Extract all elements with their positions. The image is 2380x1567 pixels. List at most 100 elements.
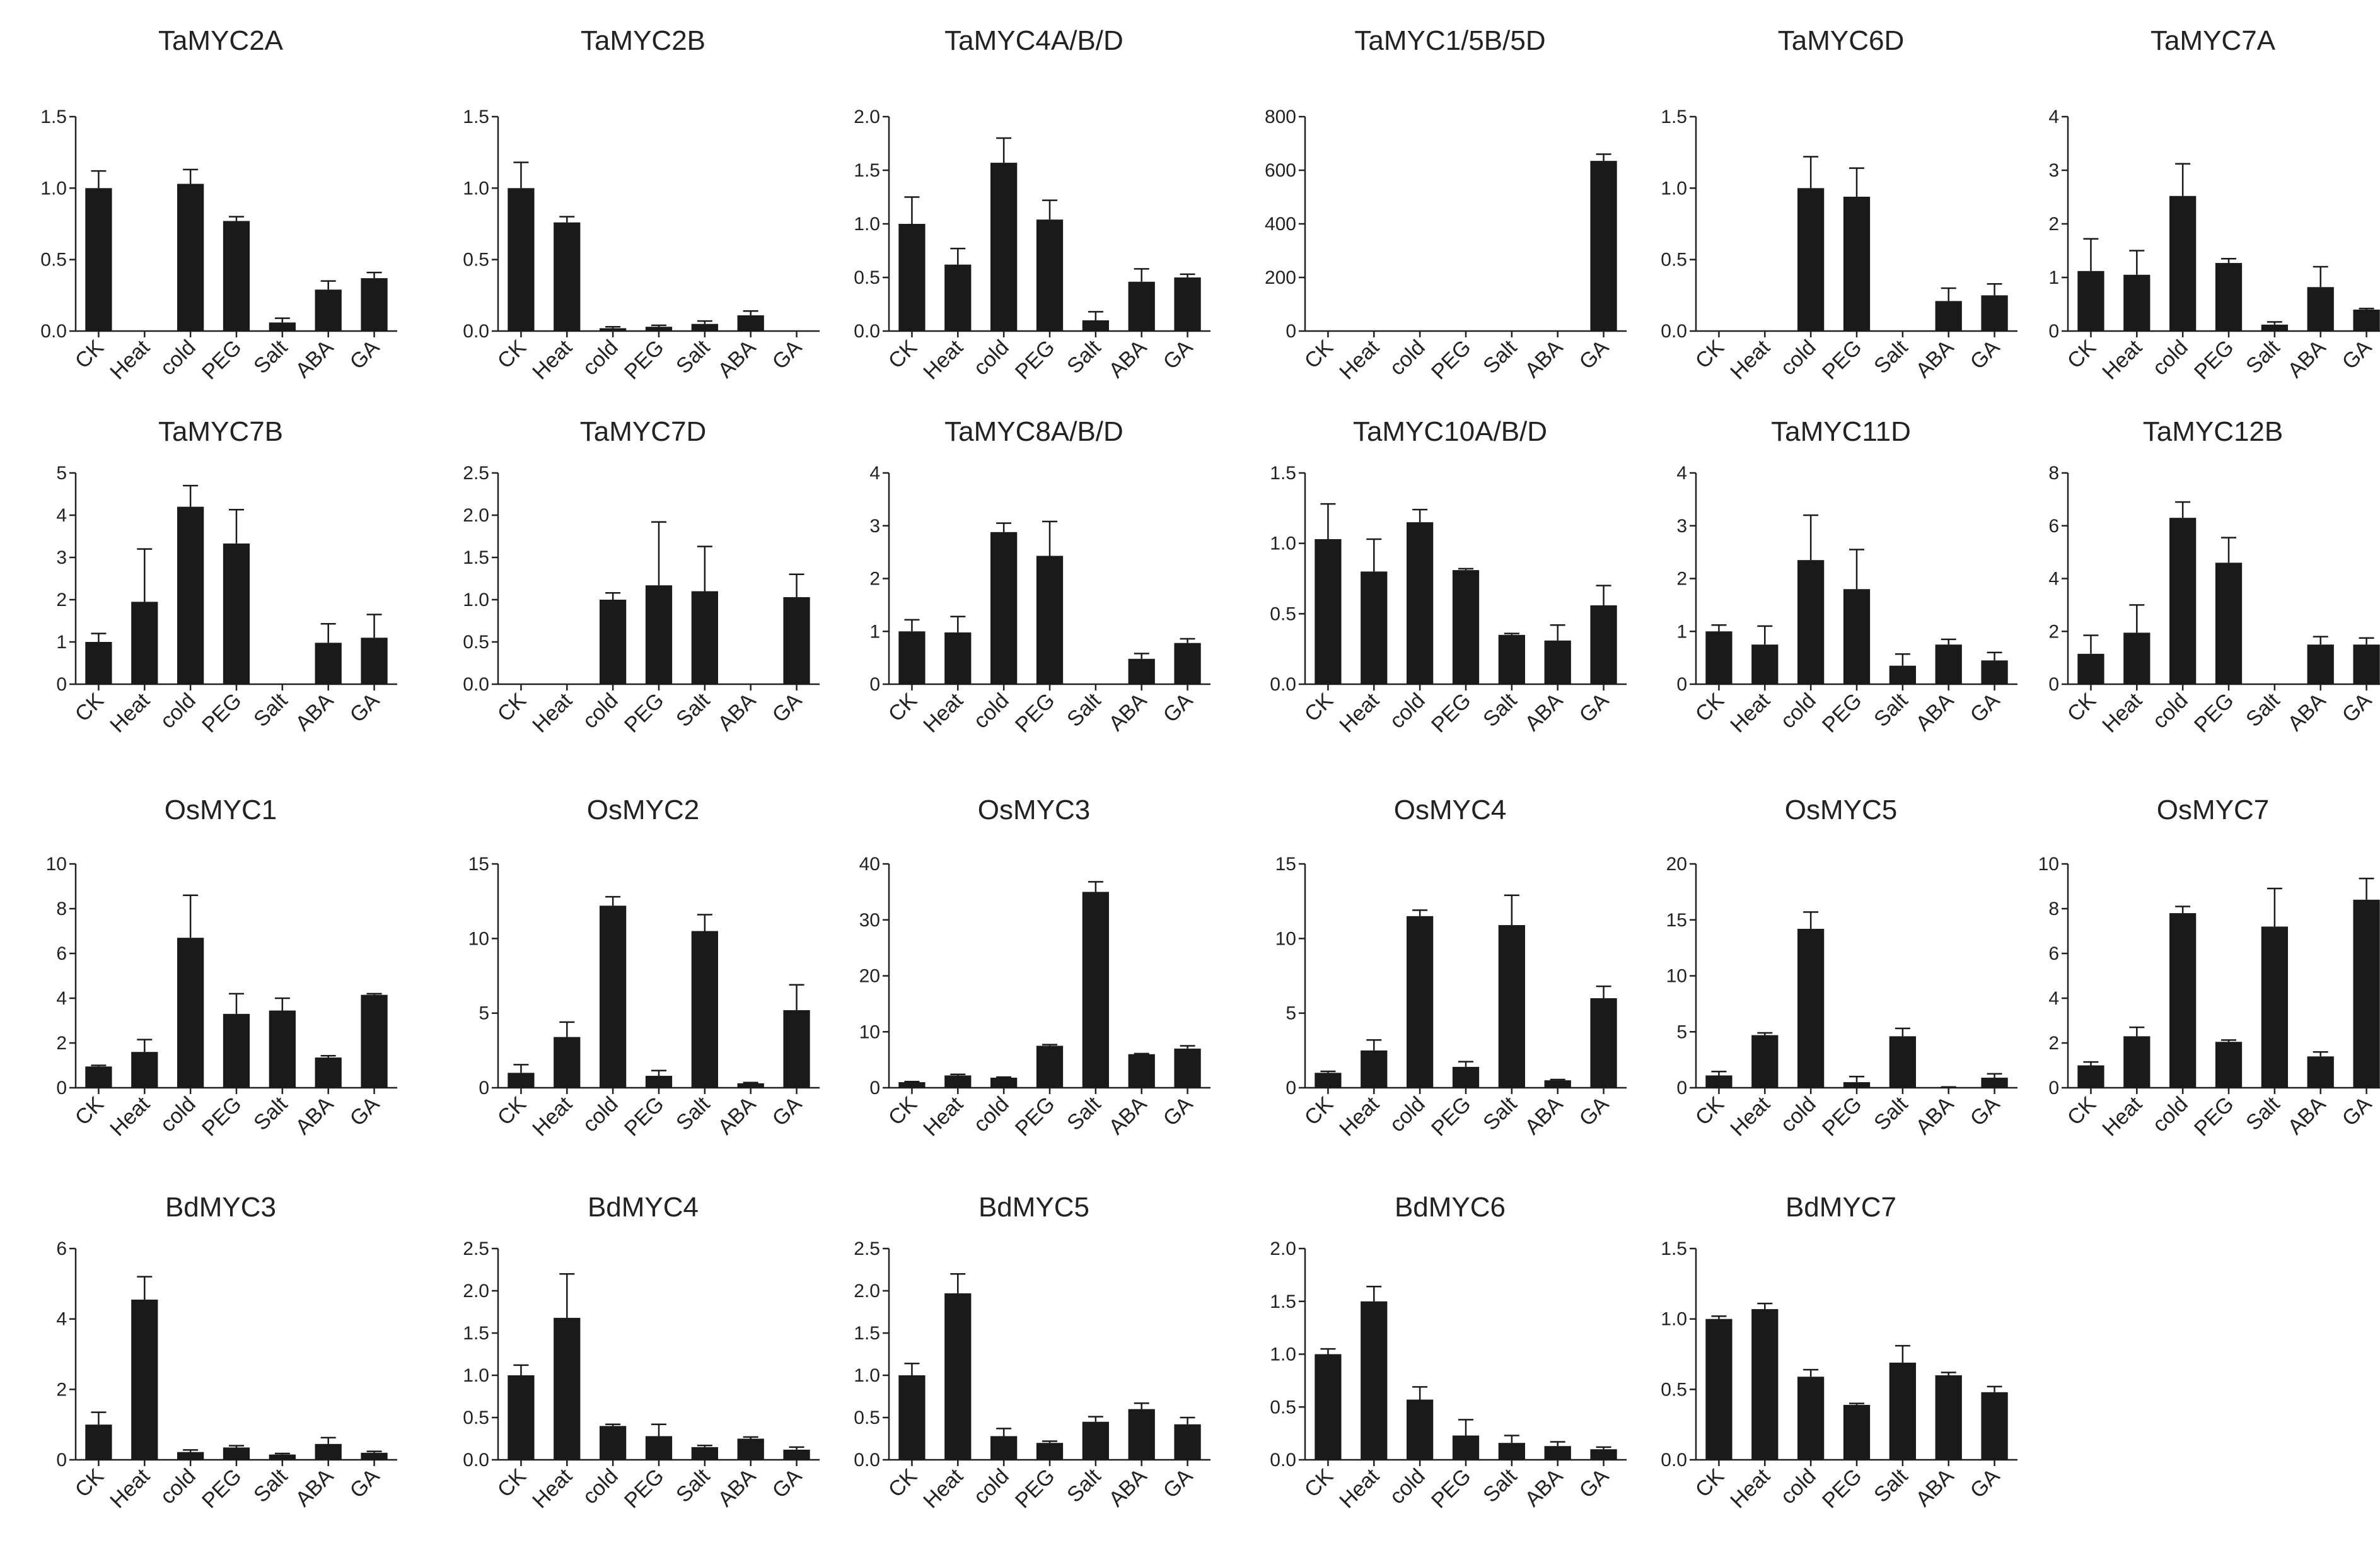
y-tick-label: 15 (468, 854, 489, 875)
y-tick-label: 2.0 (463, 505, 489, 526)
bar-heat (554, 1318, 580, 1460)
x-tick-label-salt: Salt (2241, 335, 2285, 378)
x-tick-label-cold: cold (969, 689, 1014, 733)
x-tick-label-aba: ABA (291, 689, 338, 736)
x-tick-label-cold: cold (2148, 1092, 2193, 1137)
bar-ga (1174, 277, 1200, 331)
x-tick-label-peg: PEG (1818, 689, 1867, 738)
bar-ck (85, 1424, 112, 1460)
x-tick-label-cold: cold (1776, 1464, 1821, 1509)
bar-peg (1036, 1046, 1063, 1088)
x-tick-label-ga: GA (1966, 689, 2005, 728)
x-tick-label-aba: ABA (2283, 1092, 2330, 1139)
x-tick-label-peg: PEG (2190, 689, 2239, 738)
bar-ck (2077, 1066, 2104, 1088)
bar-peg (1843, 589, 1870, 684)
x-tick-label-ck: CK (884, 689, 922, 726)
x-tick-label-cold: cold (2148, 689, 2193, 733)
y-tick-label: 0.5 (40, 250, 67, 271)
bar-cold (177, 184, 204, 331)
x-tick-label-heat: Heat (919, 688, 968, 737)
bar-ga (1981, 660, 2007, 684)
bar-cold (2169, 518, 2196, 684)
y-tick-label: 0.5 (1270, 1397, 1296, 1418)
x-tick-label-ck: CK (493, 689, 531, 726)
x-tick-label-peg: PEG (1011, 689, 1060, 738)
bar-aba (315, 1444, 342, 1460)
x-tick-label-peg: PEG (2190, 1092, 2239, 1141)
x-tick-label-peg: PEG (1427, 689, 1476, 738)
bar-ga (783, 597, 810, 684)
bar-peg (223, 544, 250, 684)
bar-peg (1453, 1435, 1479, 1460)
x-tick-label-salt: Salt (1478, 1092, 1522, 1135)
x-tick-label-peg: PEG (1011, 335, 1060, 385)
y-tick-label: 6 (2048, 943, 2059, 964)
y-tick-label: 0.0 (1661, 1450, 1687, 1471)
x-tick-label-salt: Salt (1062, 1092, 1106, 1135)
y-tick-label: 400 (1265, 214, 1296, 235)
y-tick-label: 1.5 (463, 1323, 489, 1344)
y-tick-label: 3 (1676, 516, 1687, 537)
x-tick-label-ck: CK (71, 689, 108, 726)
bar-ga (361, 1453, 387, 1460)
bar-peg (646, 585, 672, 684)
x-tick-label-ck: CK (884, 335, 922, 373)
bar-ck (1705, 1075, 1732, 1088)
bar-peg (646, 327, 672, 331)
y-tick-label: 5 (1676, 1022, 1687, 1042)
y-tick-label: 1.5 (854, 1323, 880, 1344)
bar-cold (177, 1452, 204, 1460)
y-tick-label: 1.0 (40, 178, 67, 199)
bar-aba (1129, 1409, 1155, 1460)
y-tick-label: 4 (56, 505, 67, 526)
bar-ga (1174, 643, 1200, 684)
x-tick-label-salt: Salt (249, 688, 293, 731)
y-tick-label: 0 (2048, 321, 2059, 342)
bar-aba (315, 289, 342, 331)
x-tick-label-peg: PEG (197, 1464, 247, 1513)
x-tick-label-heat: Heat (2098, 335, 2147, 384)
x-tick-label-peg: PEG (620, 1092, 669, 1141)
x-tick-label-salt: Salt (1478, 335, 1522, 378)
y-tick-label: 4 (1676, 463, 1687, 484)
bar-aba (738, 1439, 764, 1460)
x-tick-label-ga: GA (1575, 1464, 1614, 1503)
y-tick-label: 10 (468, 928, 489, 949)
bar-ck (508, 1375, 534, 1460)
bar-cold (2169, 913, 2196, 1088)
y-tick-label: 40 (859, 854, 880, 875)
x-tick-label-heat: Heat (2098, 688, 2147, 737)
y-tick-label: 600 (1265, 160, 1296, 181)
y-tick-label: 1.5 (1661, 107, 1687, 127)
x-tick-label-ga: GA (1575, 335, 1614, 375)
x-tick-label-cold: cold (156, 1092, 200, 1137)
x-tick-label-salt: Salt (1062, 688, 1106, 731)
y-tick-label: 15 (1666, 910, 1687, 931)
bar-ga (361, 278, 387, 331)
x-tick-label-cold: cold (578, 1092, 623, 1137)
bar-peg (1843, 197, 1870, 331)
bar-aba (315, 643, 342, 684)
x-tick-label-salt: Salt (249, 335, 293, 378)
x-tick-label-aba: ABA (1520, 1092, 1567, 1139)
x-tick-label-ck: CK (1691, 1092, 1729, 1130)
x-tick-label-aba: ABA (291, 335, 338, 383)
bar-salt (1083, 1422, 1109, 1460)
bar-salt (1499, 635, 1525, 684)
bar-cold (990, 532, 1017, 684)
bar-aba (1936, 644, 1962, 684)
x-tick-label-ck: CK (71, 1092, 108, 1130)
x-tick-label-heat: Heat (1726, 335, 1775, 384)
